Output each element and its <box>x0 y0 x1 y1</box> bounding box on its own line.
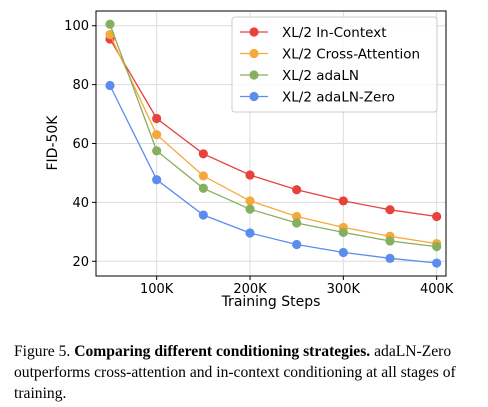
legend-entry: XL/2 adaLN <box>240 68 359 84</box>
x-tick-label: 100K <box>140 282 174 297</box>
y-tick-label: 60 <box>72 137 89 152</box>
figure-caption: Figure 5. Comparing different conditioni… <box>14 341 484 404</box>
data-point <box>292 185 302 195</box>
legend-swatch-marker <box>249 48 259 59</box>
series-line <box>109 85 437 264</box>
legend-box <box>231 16 438 113</box>
legend-entry: XL/2 In-Context <box>240 25 387 41</box>
caption-title: Comparing different conditioning strateg… <box>74 343 371 360</box>
data-point <box>385 253 395 263</box>
data-point <box>198 210 208 220</box>
data-point <box>245 204 255 214</box>
data-point <box>292 218 302 228</box>
data-point <box>432 211 442 222</box>
y-tick-label: 100 <box>64 19 89 34</box>
x-tick-label: 400K <box>420 282 454 297</box>
data-point <box>245 170 255 180</box>
legend-entry: XL/2 adaLN-Zero <box>240 89 395 105</box>
data-point <box>198 149 208 159</box>
y-tick-label: 20 <box>72 255 89 270</box>
data-point <box>292 211 302 222</box>
data-point <box>432 258 442 268</box>
data-point <box>385 205 395 215</box>
data-point <box>338 247 348 258</box>
data-point <box>292 239 302 250</box>
caption-text: adaLN-Zero outperforms cross-attention a… <box>14 343 456 402</box>
data-point <box>105 19 115 29</box>
legend-label: XL/2 adaLN <box>282 68 359 84</box>
x-tick-label: 200K <box>233 282 267 297</box>
series-0 <box>105 34 442 222</box>
legend-swatch-marker <box>249 27 259 37</box>
legend-label: XL/2 Cross-Attention <box>282 46 420 62</box>
data-point <box>152 113 162 124</box>
series-line <box>109 38 437 218</box>
data-point <box>338 196 348 206</box>
data-point <box>152 175 162 185</box>
x-axis-title: Training Steps <box>221 294 321 310</box>
data-point <box>198 171 208 181</box>
caption-label: Figure 5. <box>14 343 71 360</box>
y-tick-label: 80 <box>72 78 89 93</box>
legend-label: XL/2 In-Context <box>282 25 387 41</box>
x-tick-label: 300K <box>327 282 361 297</box>
series-line <box>109 34 437 245</box>
data-point <box>245 196 255 206</box>
data-point <box>385 236 395 246</box>
series-2 <box>105 19 442 252</box>
data-point <box>338 227 348 238</box>
y-tick-label: 40 <box>72 196 89 211</box>
axis-ticks: 20 40 60 80 100 100K 200K 300K 400K <box>64 19 454 297</box>
series-line <box>109 24 437 248</box>
legend-swatch-marker <box>249 70 259 80</box>
legend: XL/2 In-Context XL/2 Cross-Attention XL/2 … <box>231 16 438 113</box>
series-layer <box>105 19 442 268</box>
data-point <box>432 241 442 252</box>
legend-entry: XL/2 Cross-Attention <box>240 46 420 62</box>
data-point <box>105 80 115 91</box>
legend-swatch-marker <box>249 91 259 102</box>
data-point <box>198 183 208 193</box>
data-point <box>245 228 255 238</box>
data-point <box>152 130 162 140</box>
legend-label: XL/2 adaLN-Zero <box>282 89 395 105</box>
y-axis-title: FID-50K <box>45 115 61 171</box>
data-point <box>152 146 162 156</box>
line-chart: 20 40 60 80 100 100K 200K 300K 400K Training Ste… <box>45 10 454 310</box>
series-3 <box>105 80 442 268</box>
